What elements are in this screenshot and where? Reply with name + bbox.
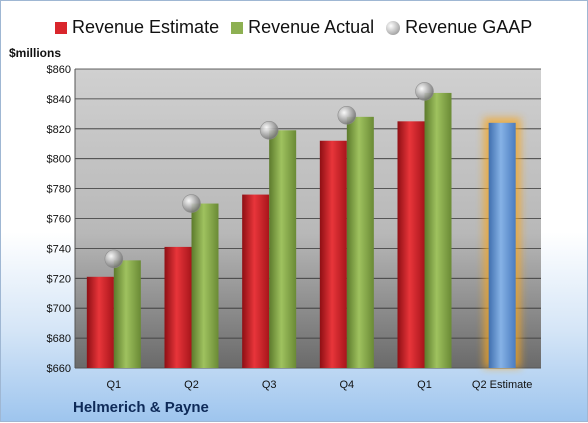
- legend-swatch-estimate: [55, 21, 67, 34]
- legend-swatch-actual: [231, 21, 244, 34]
- marker-revenue-gaap: [182, 194, 201, 213]
- legend-label-gaap: Revenue GAAP: [405, 17, 533, 37]
- bar-revenue-actual: [424, 92, 452, 369]
- y-tick-label: $660: [47, 363, 71, 375]
- company-name: Helmerich & Payne: [73, 399, 209, 416]
- y-tick-label: $700: [47, 303, 71, 315]
- y-tick-label: $740: [47, 243, 71, 255]
- marker-revenue-gaap: [104, 249, 124, 269]
- bar-revenue-actual: [191, 203, 219, 368]
- x-tick-label: Q1: [417, 379, 432, 391]
- y-tick-label: $820: [47, 124, 71, 136]
- x-tick-label: Q1: [106, 379, 121, 391]
- y-tick-label: $780: [47, 184, 71, 196]
- x-tick-label: Q3: [262, 379, 277, 391]
- marker-revenue-gaap: [415, 82, 434, 101]
- legend-item-estimate: Revenue Estimate: [55, 17, 219, 38]
- y-tick-label: $760: [47, 214, 71, 226]
- legend-item-gaap: Revenue GAAP: [386, 17, 532, 38]
- bar-revenue-estimate: [86, 276, 114, 368]
- y-tick-label: $860: [47, 64, 71, 76]
- y-tick-label: $720: [47, 273, 71, 285]
- marker-revenue-gaap: [337, 106, 357, 125]
- bar-next-quarter-estimate: [488, 122, 516, 368]
- legend-label-actual: Revenue Actual: [248, 17, 375, 37]
- bar-revenue-actual: [269, 130, 297, 368]
- bar-revenue-actual: [346, 116, 374, 368]
- legend-swatch-gaap: [386, 20, 401, 35]
- y-tick-label: $680: [47, 333, 71, 345]
- marker-revenue-gaap: [259, 120, 279, 140]
- legend-item-actual: Revenue Actual: [231, 17, 374, 38]
- bar-revenue-estimate: [319, 140, 347, 368]
- x-tick-label: Q2: [184, 379, 199, 391]
- y-tick-label: $800: [47, 154, 71, 166]
- x-tick-label: Q4: [339, 379, 354, 391]
- bar-revenue-estimate: [242, 194, 270, 368]
- bar-revenue-estimate: [397, 121, 425, 368]
- legend: Revenue Estimate Revenue Actual Revenue …: [55, 17, 544, 38]
- bar-revenue-actual: [113, 260, 141, 368]
- bar-revenue-estimate: [164, 246, 192, 368]
- y-tick-label: $840: [47, 94, 71, 106]
- legend-label-estimate: Revenue Estimate: [72, 17, 220, 37]
- y-axis-unit-label: $millions: [9, 46, 62, 60]
- x-tick-label: Q2 Estimate: [472, 379, 533, 391]
